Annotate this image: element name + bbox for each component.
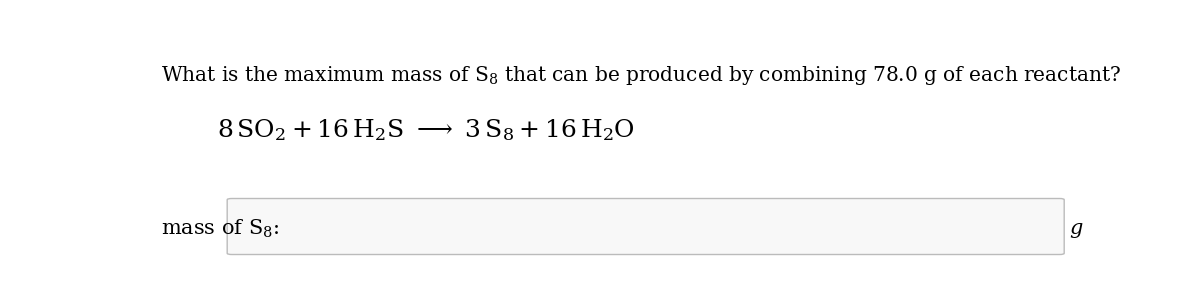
FancyBboxPatch shape <box>227 198 1064 255</box>
Text: $\mathregular{8\,SO_2 + 16\,H_2S}$ $\longrightarrow$ $\mathregular{3\,S_8 + 16\,: $\mathregular{8\,SO_2 + 16\,H_2S}$ $\lon… <box>217 117 635 143</box>
Text: g: g <box>1069 219 1082 238</box>
Text: mass of $\mathregular{S_8}$:: mass of $\mathregular{S_8}$: <box>161 218 280 240</box>
Text: What is the maximum mass of $\mathregular{S_8}$ that can be produced by combinin: What is the maximum mass of $\mathregula… <box>161 64 1121 87</box>
